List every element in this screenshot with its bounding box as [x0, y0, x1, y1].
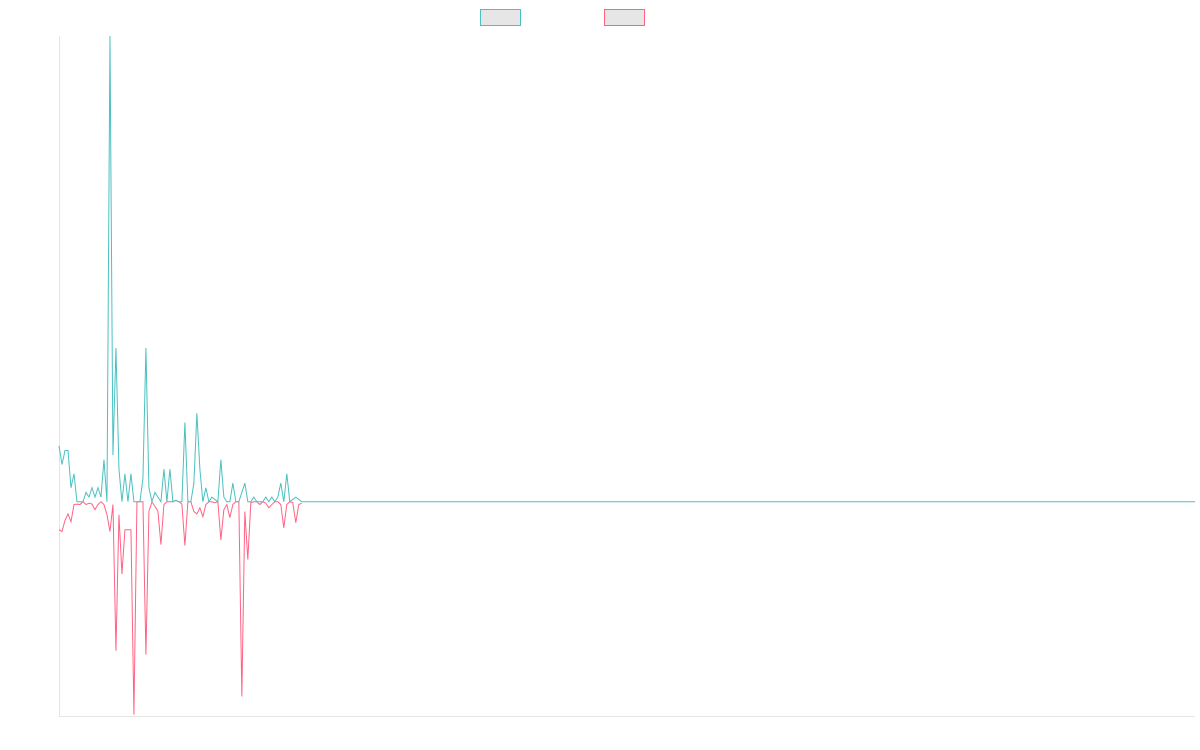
- legend-swatch: [480, 9, 521, 26]
- series-line: [58, 35, 1195, 504]
- legend: [480, 9, 645, 26]
- legend-swatch: [604, 9, 645, 26]
- series-line: [58, 499, 303, 715]
